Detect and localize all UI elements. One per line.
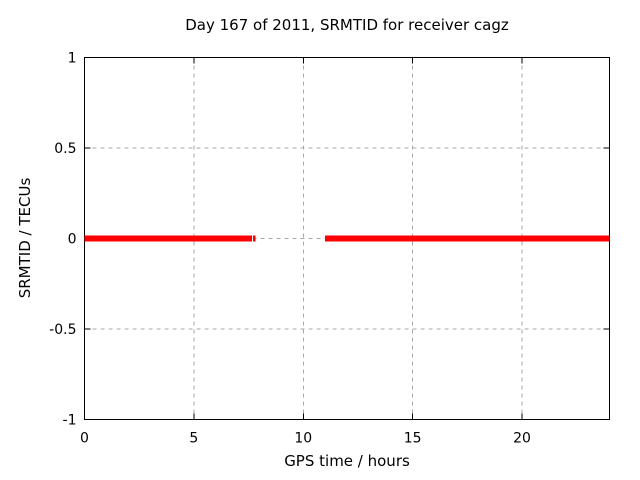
x-tick-label: 15 [404,431,422,447]
x-tick-label: 5 [189,431,198,447]
x-tick-label: 10 [294,431,312,447]
y-tick-label: -0.5 [49,322,76,338]
x-axis-label: GPS time / hours [284,452,410,470]
y-tick-label: 1 [68,51,77,67]
chart-title: Day 167 of 2011, SRMTID for receiver cag… [185,16,509,34]
x-tick-label: 20 [513,431,531,447]
y-tick-label: 0 [68,232,77,248]
y-tick-label: -1 [63,413,77,429]
y-tick-label: 0.5 [54,141,76,157]
x-tick-label: 0 [80,431,89,447]
